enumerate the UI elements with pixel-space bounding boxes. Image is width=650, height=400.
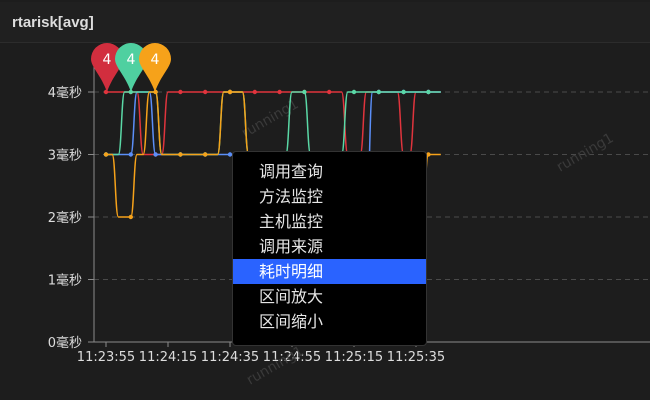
pin-marker [139,43,171,92]
y-tick-label: 0毫秒 [48,335,82,351]
data-point [153,89,158,95]
data-point [178,152,183,157]
data-point [302,89,307,95]
data-point [203,152,208,157]
data-point [128,89,133,95]
context-menu: 调用查询方法监控主机监控调用来源耗时明细区间放大区间缩小 [232,151,427,346]
x-tick-label: 11:25:15 [325,350,383,365]
data-point [153,152,158,157]
x-tick-label: 11:23:55 [77,350,135,365]
y-tick-label: 3毫秒 [48,148,82,164]
data-point [351,89,357,95]
y-tick-label: 4毫秒 [48,85,82,101]
context-menu-item[interactable]: 区间缩小 [259,312,324,331]
data-point [327,89,332,95]
pin-marker-label: 4 [127,52,136,68]
panel-title: rtarisk[avg] [12,14,94,31]
data-point [227,89,233,95]
watermark-text: running1 [239,96,302,141]
data-point [252,89,257,95]
pin-marker-label: 4 [103,52,112,68]
context-menu-item[interactable]: 主机监控 [259,212,324,231]
pin-marker [91,43,123,92]
x-tick-label: 11:24:55 [263,350,321,365]
data-point [376,89,381,95]
data-point [227,152,233,157]
data-point [128,214,133,220]
x-tick-label: 11:24:35 [201,350,259,365]
data-point [426,152,431,157]
pin-marker [115,43,147,92]
data-point [103,152,109,157]
context-menu-item[interactable]: 耗时明细 [233,259,426,284]
context-menu-item[interactable]: 区间放大 [259,287,324,306]
data-point [178,89,183,95]
data-point [203,89,208,95]
data-point [401,89,406,95]
x-tick-label: 11:24:15 [139,350,197,365]
data-point [426,89,431,95]
pin-marker-label: 4 [151,52,160,68]
context-menu-item[interactable]: 调用来源 [259,237,324,256]
context-menu-item[interactable]: 方法监控 [259,187,324,206]
data-point [128,152,133,157]
data-point [277,89,282,95]
panel-header: rtarisk[avg] [0,2,650,43]
context-menu-item[interactable]: 调用查询 [259,162,324,181]
y-tick-label: 1毫秒 [48,273,82,289]
watermark-text: running1 [554,130,617,175]
y-tick-label: 2毫秒 [48,210,82,226]
x-tick-label: 11:25:35 [387,350,445,365]
